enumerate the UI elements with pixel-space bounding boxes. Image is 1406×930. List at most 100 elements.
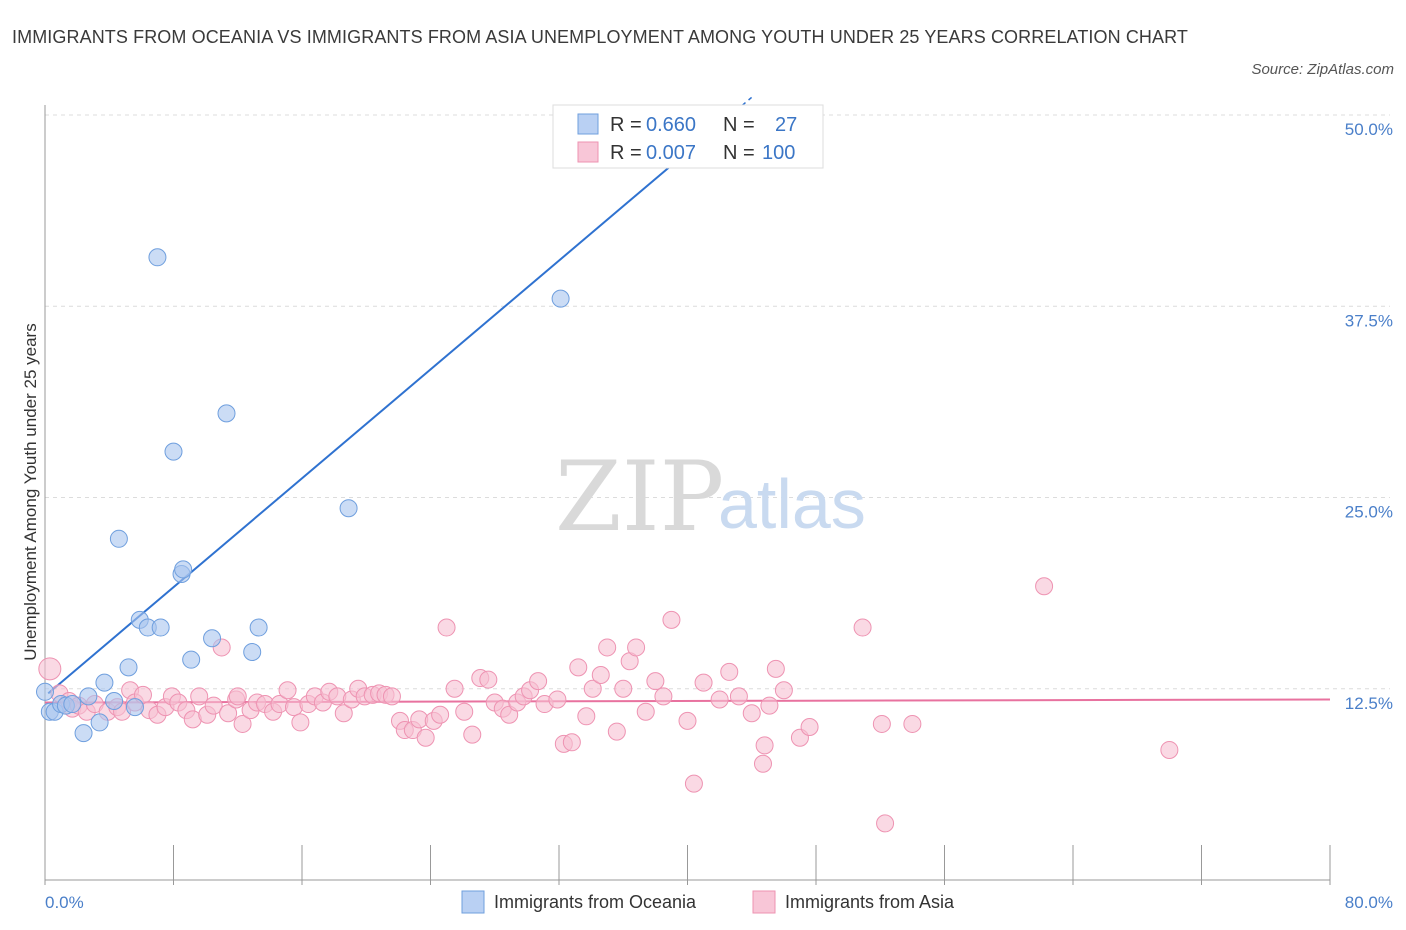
- point-asia: [800, 718, 819, 736]
- y-tick-label: 50.0%: [1345, 120, 1393, 139]
- gridlines: [45, 114, 1390, 690]
- point-asia: [38, 657, 62, 681]
- tick-labels: 12.5% 25.0% 37.5% 50.0% 0.0% 80.0%: [45, 120, 1393, 912]
- watermark-atlas: atlas: [718, 465, 866, 543]
- point-asia: [903, 714, 922, 733]
- legend-n-value-oceania: 27: [775, 114, 797, 136]
- x-tick-label-min: 0.0%: [45, 893, 84, 912]
- series-legend-label-asia: Immigrants from Asia: [785, 892, 955, 912]
- point-asia: [598, 638, 617, 657]
- point-asia: [591, 665, 610, 684]
- point-asia: [1035, 577, 1054, 596]
- watermark: ZIP atlas: [555, 441, 866, 553]
- point-asia: [463, 725, 482, 744]
- point-oceania: [79, 687, 98, 706]
- point-oceania: [174, 560, 193, 579]
- point-asia: [636, 702, 655, 721]
- point-oceania: [105, 691, 124, 710]
- point-asia: [382, 687, 401, 706]
- point-asia: [445, 679, 464, 698]
- legend-r-label-asia: R =: [610, 142, 642, 164]
- point-asia: [479, 670, 498, 689]
- point-asia: [233, 714, 252, 733]
- point-asia: [228, 687, 247, 706]
- point-oceania: [339, 499, 358, 518]
- point-asia: [204, 696, 223, 715]
- data-points: [36, 248, 1179, 833]
- point-asia: [872, 714, 891, 733]
- point-oceania: [551, 289, 570, 308]
- point-asia: [853, 618, 872, 637]
- point-asia: [416, 728, 435, 747]
- point-oceania: [243, 643, 262, 662]
- y-tick-label: 25.0%: [1345, 503, 1393, 522]
- point-asia: [729, 687, 748, 706]
- correlation-legend: R = 0.660 N = 27 R = 0.007 N = 100: [552, 104, 824, 169]
- axes: [44, 105, 1331, 885]
- y-axis-label: Unemployment Among Youth under 25 years: [21, 323, 40, 660]
- point-asia: [455, 702, 474, 721]
- point-asia: [583, 679, 602, 698]
- point-asia: [720, 662, 739, 681]
- point-asia: [694, 673, 713, 692]
- point-asia: [190, 687, 209, 706]
- point-asia: [753, 754, 772, 773]
- series-legend: Immigrants from Oceania Immigrants from …: [461, 890, 955, 914]
- point-asia: [678, 711, 697, 730]
- point-asia: [614, 679, 633, 698]
- series-legend-label-oceania: Immigrants from Oceania: [494, 892, 697, 912]
- legend-swatch-asia: [577, 141, 599, 163]
- point-asia: [334, 704, 353, 723]
- legend-n-label-asia: N =: [723, 142, 755, 164]
- legend-swatch-oceania: [577, 113, 599, 135]
- legend-r-value-oceania: 0.660: [646, 114, 696, 136]
- point-asia: [774, 681, 793, 700]
- point-oceania: [125, 698, 144, 717]
- point-asia: [562, 733, 581, 752]
- y-tick-label: 12.5%: [1345, 694, 1393, 713]
- point-oceania: [148, 248, 167, 267]
- point-asia: [876, 814, 895, 833]
- legend-n-label-oceania: N =: [723, 114, 755, 136]
- legend-r-label-oceania: R =: [610, 114, 642, 136]
- point-asia: [569, 658, 588, 677]
- point-asia: [437, 618, 456, 637]
- x-tick-label-max: 80.0%: [1345, 893, 1393, 912]
- point-asia: [646, 672, 665, 691]
- point-asia: [291, 713, 310, 732]
- point-asia: [431, 705, 450, 724]
- point-asia: [219, 704, 238, 723]
- point-oceania: [90, 713, 109, 732]
- point-asia: [654, 687, 673, 706]
- point-asia: [548, 690, 567, 709]
- chart-title: IMMIGRANTS FROM OCEANIA VS IMMIGRANTS FR…: [12, 27, 1188, 47]
- source-label: Source: ZipAtlas.com: [1251, 61, 1394, 78]
- point-asia: [577, 707, 596, 726]
- point-asia: [1160, 740, 1179, 759]
- point-asia: [766, 659, 785, 678]
- point-oceania: [36, 682, 54, 701]
- point-asia: [755, 736, 774, 755]
- point-asia: [529, 672, 548, 691]
- series-legend-swatch-asia: [752, 890, 776, 914]
- point-oceania: [217, 404, 236, 423]
- point-asia: [662, 610, 681, 629]
- trend-lines: [44, 96, 1331, 704]
- legend-r-value-asia: 0.007: [646, 142, 696, 164]
- point-asia: [742, 704, 761, 723]
- point-oceania: [109, 529, 128, 548]
- trend-line-oceania: [47, 150, 689, 695]
- point-oceania: [74, 724, 93, 743]
- point-asia: [684, 774, 703, 793]
- point-oceania: [95, 673, 114, 692]
- watermark-zip: ZIP: [555, 441, 724, 553]
- point-asia: [760, 696, 779, 715]
- point-asia: [627, 638, 646, 657]
- point-oceania: [182, 650, 201, 669]
- point-oceania: [151, 618, 170, 637]
- point-oceania: [119, 658, 138, 677]
- point-oceania: [164, 442, 183, 461]
- series-legend-swatch-oceania: [461, 890, 485, 914]
- y-tick-label: 37.5%: [1345, 311, 1393, 330]
